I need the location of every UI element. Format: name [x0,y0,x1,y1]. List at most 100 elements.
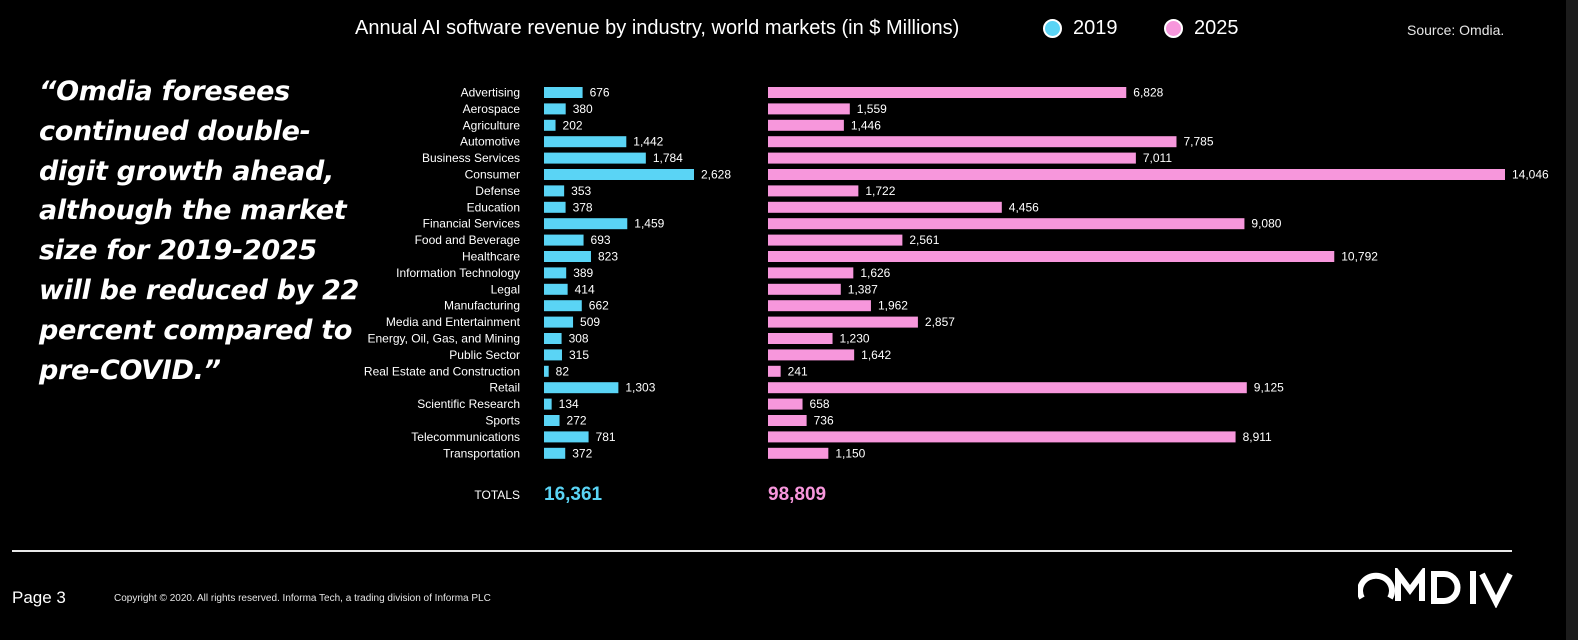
category-label-aerospace: Aerospace [463,102,521,116]
category-label-sports: Sports [485,414,520,428]
legend-label-2019: 2019 [1073,17,1118,39]
copyright-notice: Copyright © 2020. All rights reserved. I… [114,593,491,604]
bar-2025-public-sector [768,349,855,361]
value-label-2019-healthcare: 823 [598,250,618,264]
bar-2025-agriculture [768,119,844,131]
bar-2019-healthcare [544,251,591,262]
value-label-2025-real-estate-and-construction: 241 [788,364,808,378]
bar-2025-aerospace [768,103,850,115]
bar-2025-sports [768,415,807,426]
total-2019: 16,361 [544,484,603,505]
value-label-2019-telecommunications: 781 [596,430,616,444]
legend-dot-2019-icon [1043,19,1062,38]
bar-2025-advertising [768,87,1127,98]
category-label-telecommunications: Telecommunications [411,430,520,444]
pull-quote: “Omdia foresees continued double-digit g… [39,76,359,386]
bar-2025-defense [768,185,859,197]
bar-2019-agriculture [544,119,556,131]
value-label-2019-information-technology: 389 [573,266,593,280]
value-label-2019-public-sector: 315 [569,348,589,362]
bar-2025-education [768,201,1002,213]
value-label-2019-food-and-beverage: 693 [591,233,611,247]
value-label-2025-automotive: 7,785 [1183,135,1213,149]
value-label-2025-manufacturing: 1,962 [878,299,908,313]
category-label-financial-services: Financial Services [423,217,520,231]
bar-2019-energy-oil-gas-and-mining [544,333,562,344]
legend-dot-2025-icon [1164,19,1183,38]
value-label-2019-scientific-research: 134 [559,397,579,411]
bar-2019-business-services [544,152,646,164]
value-label-2019-legal: 414 [575,282,595,296]
bar-2019-defense [544,185,565,197]
value-label-2019-advertising: 676 [590,86,610,100]
bar-2025-retail [768,382,1247,394]
category-label-retail: Retail [489,381,520,395]
value-label-2019-retail: 1,303 [625,381,655,395]
value-label-2019-aerospace: 380 [573,102,593,116]
value-label-2025-defense: 1,722 [865,184,895,198]
bar-2025-media-and-entertainment [768,316,918,328]
source-note: Source: Omdia. [1407,22,1505,38]
value-label-2025-scientific-research: 658 [810,397,830,411]
bar-2019-media-and-entertainment [544,316,574,328]
category-label-media-and-entertainment: Media and Entertainment [386,315,521,329]
value-label-2019-media-and-entertainment: 509 [580,315,600,329]
bar-2019-automotive [544,136,627,148]
value-label-2019-manufacturing: 662 [589,299,609,313]
category-label-business-services: Business Services [422,151,520,165]
totals-label: TOTALS [474,488,520,502]
value-label-2019-financial-services: 1,459 [634,217,664,231]
value-label-2019-education: 378 [573,200,593,214]
bar-2025-scientific-research [768,398,803,410]
category-label-public-sector: Public Sector [449,348,520,362]
value-label-2025-agriculture: 1,446 [851,118,881,132]
bar-2025-food-and-beverage [768,234,903,246]
category-label-healthcare: Healthcare [462,250,520,264]
bar-2025-energy-oil-gas-and-mining [768,333,833,344]
bar-2019-legal [544,283,568,295]
bar-2019-aerospace [544,103,566,115]
category-label-transportation: Transportation [443,446,520,460]
bar-2025-consumer [768,169,1505,180]
bar-2019-transportation [544,447,566,459]
footer-divider [12,550,1512,552]
value-label-2019-business-services: 1,784 [653,151,683,165]
bar-2019-manufacturing [544,300,582,312]
value-label-2025-retail: 9,125 [1254,381,1284,395]
value-label-2019-sports: 272 [567,414,587,428]
bar-2025-financial-services [768,218,1245,230]
value-label-2019-transportation: 372 [572,446,592,460]
category-label-automotive: Automotive [460,135,520,149]
value-label-2025-aerospace: 1,559 [857,102,887,116]
value-label-2019-defense: 353 [571,184,591,198]
value-label-2019-energy-oil-gas-and-mining: 308 [569,332,589,346]
bar-2019-public-sector [544,349,562,361]
bar-2025-business-services [768,152,1136,164]
value-label-2025-education: 4,456 [1009,200,1039,214]
bar-2019-telecommunications [544,431,589,443]
value-label-2025-financial-services: 9,080 [1251,217,1281,231]
value-label-2025-public-sector: 1,642 [861,348,891,362]
bar-2025-transportation [768,447,829,459]
omdia-logo-icon [1358,568,1513,608]
category-label-agriculture: Agriculture [463,118,521,132]
value-label-2019-automotive: 1,442 [633,135,663,149]
bar-2025-legal [768,283,841,295]
bar-2019-real-estate-and-construction [544,365,549,377]
value-label-2025-healthcare: 10,792 [1341,250,1378,264]
bar-2025-telecommunications [768,431,1236,443]
category-label-advertising: Advertising [461,86,520,100]
category-label-food-and-beverage: Food and Beverage [415,233,521,247]
bar-2019-information-technology [544,267,567,279]
scrollbar[interactable] [1566,0,1578,640]
value-label-2025-consumer: 14,046 [1512,168,1549,182]
category-label-manufacturing: Manufacturing [444,299,520,313]
category-label-education: Education [467,200,520,214]
value-label-2025-media-and-entertainment: 2,857 [925,315,955,329]
page-number: Page 3 [12,588,66,607]
value-label-2019-consumer: 2,628 [701,168,731,182]
legend-2025: 2025 [1164,17,1239,40]
category-label-information-technology: Information Technology [396,266,520,280]
chart-title: Annual AI software revenue by industry, … [355,17,960,39]
